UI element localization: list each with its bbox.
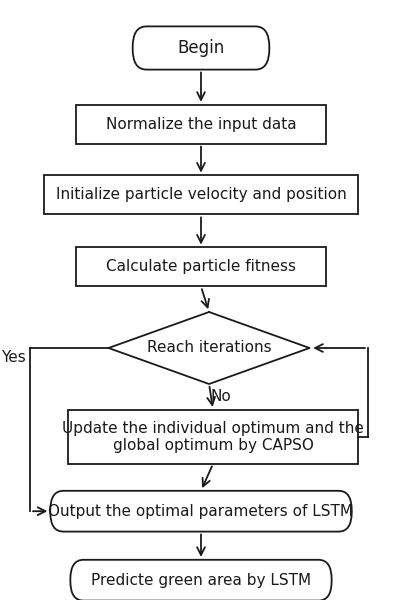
Bar [76, 104, 325, 143]
FancyBboxPatch shape [70, 560, 331, 600]
Text: Calculate particle fitness: Calculate particle fitness [106, 259, 295, 274]
Bar [44, 175, 357, 214]
Bar [76, 247, 325, 286]
FancyBboxPatch shape [132, 26, 269, 70]
Text: Predicte green area by LSTM: Predicte green area by LSTM [91, 572, 310, 588]
Text: Begin: Begin [177, 39, 224, 57]
Text: Initialize particle velocity and position: Initialize particle velocity and positio… [55, 187, 346, 202]
Text: Yes: Yes [1, 349, 26, 365]
Bar [68, 410, 357, 464]
Text: Output the optimal parameters of LSTM: Output the optimal parameters of LSTM [49, 504, 352, 518]
Text: Reach iterations: Reach iterations [146, 340, 271, 355]
FancyBboxPatch shape [50, 491, 351, 532]
Polygon shape [108, 312, 309, 384]
Text: Update the individual optimum and the
global optimum by CAPSO: Update the individual optimum and the gl… [62, 421, 363, 453]
Text: No: No [210, 389, 231, 404]
Text: Normalize the input data: Normalize the input data [105, 116, 296, 131]
